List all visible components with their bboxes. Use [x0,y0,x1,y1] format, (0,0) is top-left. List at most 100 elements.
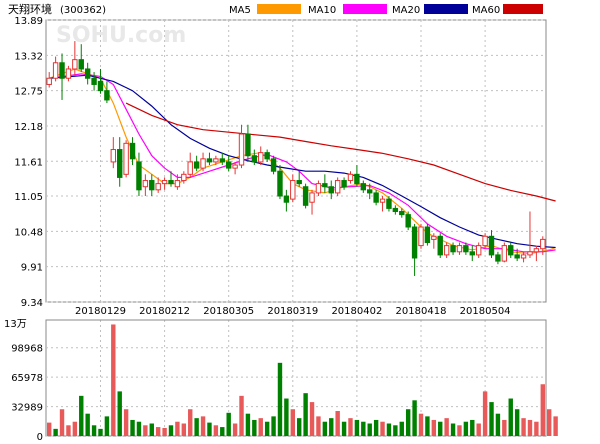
candle [469,245,475,262]
volume-bar [495,413,501,436]
candle-body [277,170,283,197]
candle-body [219,158,225,163]
candle [347,171,354,184]
candle [142,174,149,197]
volume-bar [117,391,122,436]
volume-bar [476,423,481,436]
volume-bar [53,428,58,436]
volume-bar [367,423,372,436]
candle [315,180,322,197]
volume-bar [277,362,283,436]
candle [501,242,508,263]
candle [341,177,347,190]
candle [463,242,469,255]
candle-body [520,254,527,259]
candle-body [283,195,290,203]
volume-bar [354,419,360,436]
candle-body [418,226,424,247]
candle [520,251,527,263]
candle-body [392,207,399,213]
ma-line-ma10 [49,73,556,253]
candle [328,180,334,200]
candle-body [399,211,405,216]
candle-body [200,158,206,169]
candle [540,236,546,255]
volume-bar [91,425,97,436]
date-x-axis: 20180129 20180212 20180305 20180319 20180402… [75,306,511,317]
candle [270,155,277,175]
candle-body [52,62,59,79]
candle-body [174,180,181,188]
candle-body [117,149,123,178]
candlesticks [46,41,546,276]
candle-body [270,158,277,172]
candle-body [495,254,501,262]
candle [52,56,59,82]
date-tick-label: 20180504 [460,306,511,317]
volume-bar [162,427,167,436]
candle [46,72,52,88]
candle-body [360,183,367,191]
candle [232,161,238,175]
candle [373,189,379,206]
volume-bar [399,421,404,436]
candle [424,223,431,246]
candle-body [328,186,334,194]
volume-bar [514,409,520,436]
legend: MA5 MA10 MA20 MA60 [229,4,543,16]
volume-bar [181,423,187,436]
volume-bar [508,398,513,436]
volume-bar [188,409,193,436]
candle [258,146,264,166]
candle [65,65,72,82]
ma-line-ma60 [125,102,556,202]
candle-body [424,226,431,244]
price-tick-label: 13.32 [14,51,43,62]
candle [527,211,533,258]
volume-bar [457,425,462,436]
candle [392,205,399,215]
candle-body [187,161,193,175]
volume-bar [540,384,545,436]
volume-bars [47,324,558,436]
price-tick-label: 11.05 [14,192,43,203]
candle-body [245,133,251,157]
price-tick-label: 10.48 [14,227,43,238]
candle-body [315,183,322,194]
date-tick-label: 20180212 [139,306,190,317]
candle-body [322,183,328,188]
candle-body [309,192,315,203]
candle [443,242,450,258]
date-tick-label: 20180418 [396,306,447,317]
price-tick-label: 12.75 [14,87,43,98]
candle-body [213,158,219,163]
volume-bar [104,416,110,436]
candle [296,171,302,187]
volume-tick-label: 65978 [11,373,43,384]
candle [78,44,84,73]
legend-swatch-ma10 [343,4,387,14]
candle [149,174,155,197]
candle-body [251,155,258,163]
candle [174,174,181,190]
volume-bar [111,324,116,436]
volume-bar [59,409,65,436]
legend-swatch-ma5 [257,4,301,14]
candle [379,196,386,212]
candle-body [475,245,482,256]
candle [431,233,437,249]
volume-bar [470,419,475,436]
candle-body [533,248,540,253]
candle [450,242,456,255]
candle-body [142,180,149,188]
candle [354,165,360,187]
candle [508,242,514,258]
candle [495,251,501,265]
candle [437,233,443,258]
candle-body [527,251,533,256]
legend-label-ma20: MA20 [392,5,420,16]
volume-bar [547,409,552,436]
candle [206,152,213,166]
candle [251,149,258,166]
